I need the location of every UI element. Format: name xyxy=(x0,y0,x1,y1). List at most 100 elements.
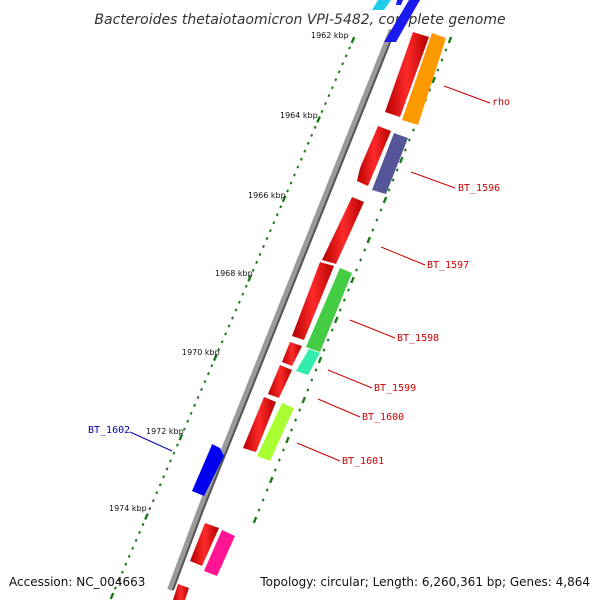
minor-tick xyxy=(262,244,265,249)
minor-tick xyxy=(117,578,121,582)
cds-feature[interactable] xyxy=(292,262,334,340)
minor-tick xyxy=(275,213,279,217)
minor-tick xyxy=(251,268,255,272)
minor-tick xyxy=(363,248,367,252)
cds-feature[interactable] xyxy=(384,0,420,42)
gene-label-bt1598[interactable]: BT_1598 xyxy=(397,333,439,344)
major-tick xyxy=(178,433,184,441)
gene-label-bt1597[interactable]: BT_1597 xyxy=(427,260,469,271)
scale-label: 1964 kbp xyxy=(280,111,318,120)
minor-tick xyxy=(120,570,124,574)
minor-tick xyxy=(182,427,186,431)
top-feature[interactable] xyxy=(396,0,403,5)
minor-tick xyxy=(279,205,283,209)
minor-tick xyxy=(186,419,190,423)
cds-feature[interactable] xyxy=(322,197,364,264)
minor-tick xyxy=(114,586,117,590)
gene-label-rho[interactable]: rho xyxy=(492,97,510,108)
scale-label: 1972 kbp xyxy=(146,427,184,436)
bt1602-feature[interactable] xyxy=(192,444,224,496)
minor-tick xyxy=(436,68,440,72)
minor-tick xyxy=(290,428,293,432)
genome-backbone xyxy=(167,28,395,592)
genome-backbone-shadow xyxy=(172,29,396,591)
minor-tick xyxy=(403,148,407,152)
minor-tick xyxy=(359,258,363,262)
minor-tick xyxy=(210,364,214,368)
minor-tick xyxy=(224,332,228,336)
minor-tick xyxy=(334,78,338,82)
gene-label-bt1602[interactable]: BT_1602 xyxy=(88,425,130,436)
scale-label: 1962 kbp xyxy=(311,31,349,40)
map-title: Bacteroides thetaiotaomicron VPI-5482, c… xyxy=(94,12,505,28)
minor-tick xyxy=(206,372,210,376)
minor-tick xyxy=(379,208,383,212)
minor-tick xyxy=(189,411,193,415)
minor-tick xyxy=(412,128,415,132)
cds-feature[interactable] xyxy=(173,584,189,600)
minor-tick xyxy=(169,459,172,463)
major-tick xyxy=(252,516,258,524)
minor-tick xyxy=(344,54,348,58)
cds-feature[interactable] xyxy=(190,523,219,566)
minor-tick xyxy=(200,387,203,392)
minor-tick xyxy=(273,468,277,472)
minor-tick xyxy=(327,94,331,98)
cds-feature[interactable] xyxy=(372,0,391,10)
major-tick xyxy=(212,354,218,362)
leader-lines xyxy=(129,85,491,462)
minor-tick xyxy=(298,408,302,412)
minor-tick xyxy=(124,562,128,566)
minor-tick xyxy=(286,189,290,193)
minor-tick xyxy=(294,418,298,422)
major-tick xyxy=(431,76,437,84)
minor-tick xyxy=(341,62,345,66)
cds-feature[interactable] xyxy=(268,365,292,398)
major-tick xyxy=(301,396,307,404)
minor-tick xyxy=(375,218,379,222)
rho-feature[interactable] xyxy=(402,33,446,125)
major-tick xyxy=(398,156,404,164)
minor-tick xyxy=(138,530,141,535)
bt1601-feature[interactable] xyxy=(257,403,294,461)
major-tick xyxy=(268,476,274,484)
minor-tick xyxy=(134,538,138,542)
bt1598-feature[interactable] xyxy=(306,268,352,352)
minor-tick xyxy=(299,157,303,161)
minor-tick xyxy=(282,448,285,452)
minor-tick xyxy=(322,348,326,352)
cds-feature[interactable] xyxy=(243,397,276,452)
minor-tick xyxy=(165,467,169,471)
minor-tick xyxy=(347,288,350,292)
minor-tick xyxy=(395,168,399,172)
scale-label: 1966 kbp xyxy=(248,191,286,200)
gene-label-bt1600[interactable]: BT_1600 xyxy=(362,412,404,423)
minor-tick xyxy=(258,252,262,257)
minor-tick xyxy=(265,488,269,492)
minor-tick xyxy=(338,308,342,312)
minor-tick xyxy=(227,324,231,328)
accession-text: Accession: NC_004663 xyxy=(9,575,145,589)
minor-tick xyxy=(255,260,259,264)
gene-label-bt1596[interactable]: BT_1596 xyxy=(458,183,500,194)
minor-tick xyxy=(337,70,341,74)
minor-tick xyxy=(310,133,314,137)
magenta-feature[interactable] xyxy=(204,530,235,576)
major-tick xyxy=(317,356,323,364)
minor-tick xyxy=(348,46,351,50)
gene-label-bt1599[interactable]: BT_1599 xyxy=(374,383,416,394)
minor-tick xyxy=(277,458,281,462)
bt1599-feature[interactable] xyxy=(296,349,320,375)
minor-tick xyxy=(355,268,358,272)
minor-tick xyxy=(428,88,432,92)
cds-feature[interactable] xyxy=(282,342,302,366)
minor-tick xyxy=(440,58,444,62)
colored-feature-track xyxy=(192,0,446,576)
gene-label-bt1601[interactable]: BT_1601 xyxy=(342,456,384,467)
minor-tick xyxy=(306,388,310,392)
cds-feature[interactable] xyxy=(385,32,429,117)
bt1596-feature[interactable] xyxy=(372,133,408,194)
minor-tick xyxy=(241,292,245,296)
cds-feature[interactable] xyxy=(357,126,391,186)
minor-tick xyxy=(237,300,241,304)
